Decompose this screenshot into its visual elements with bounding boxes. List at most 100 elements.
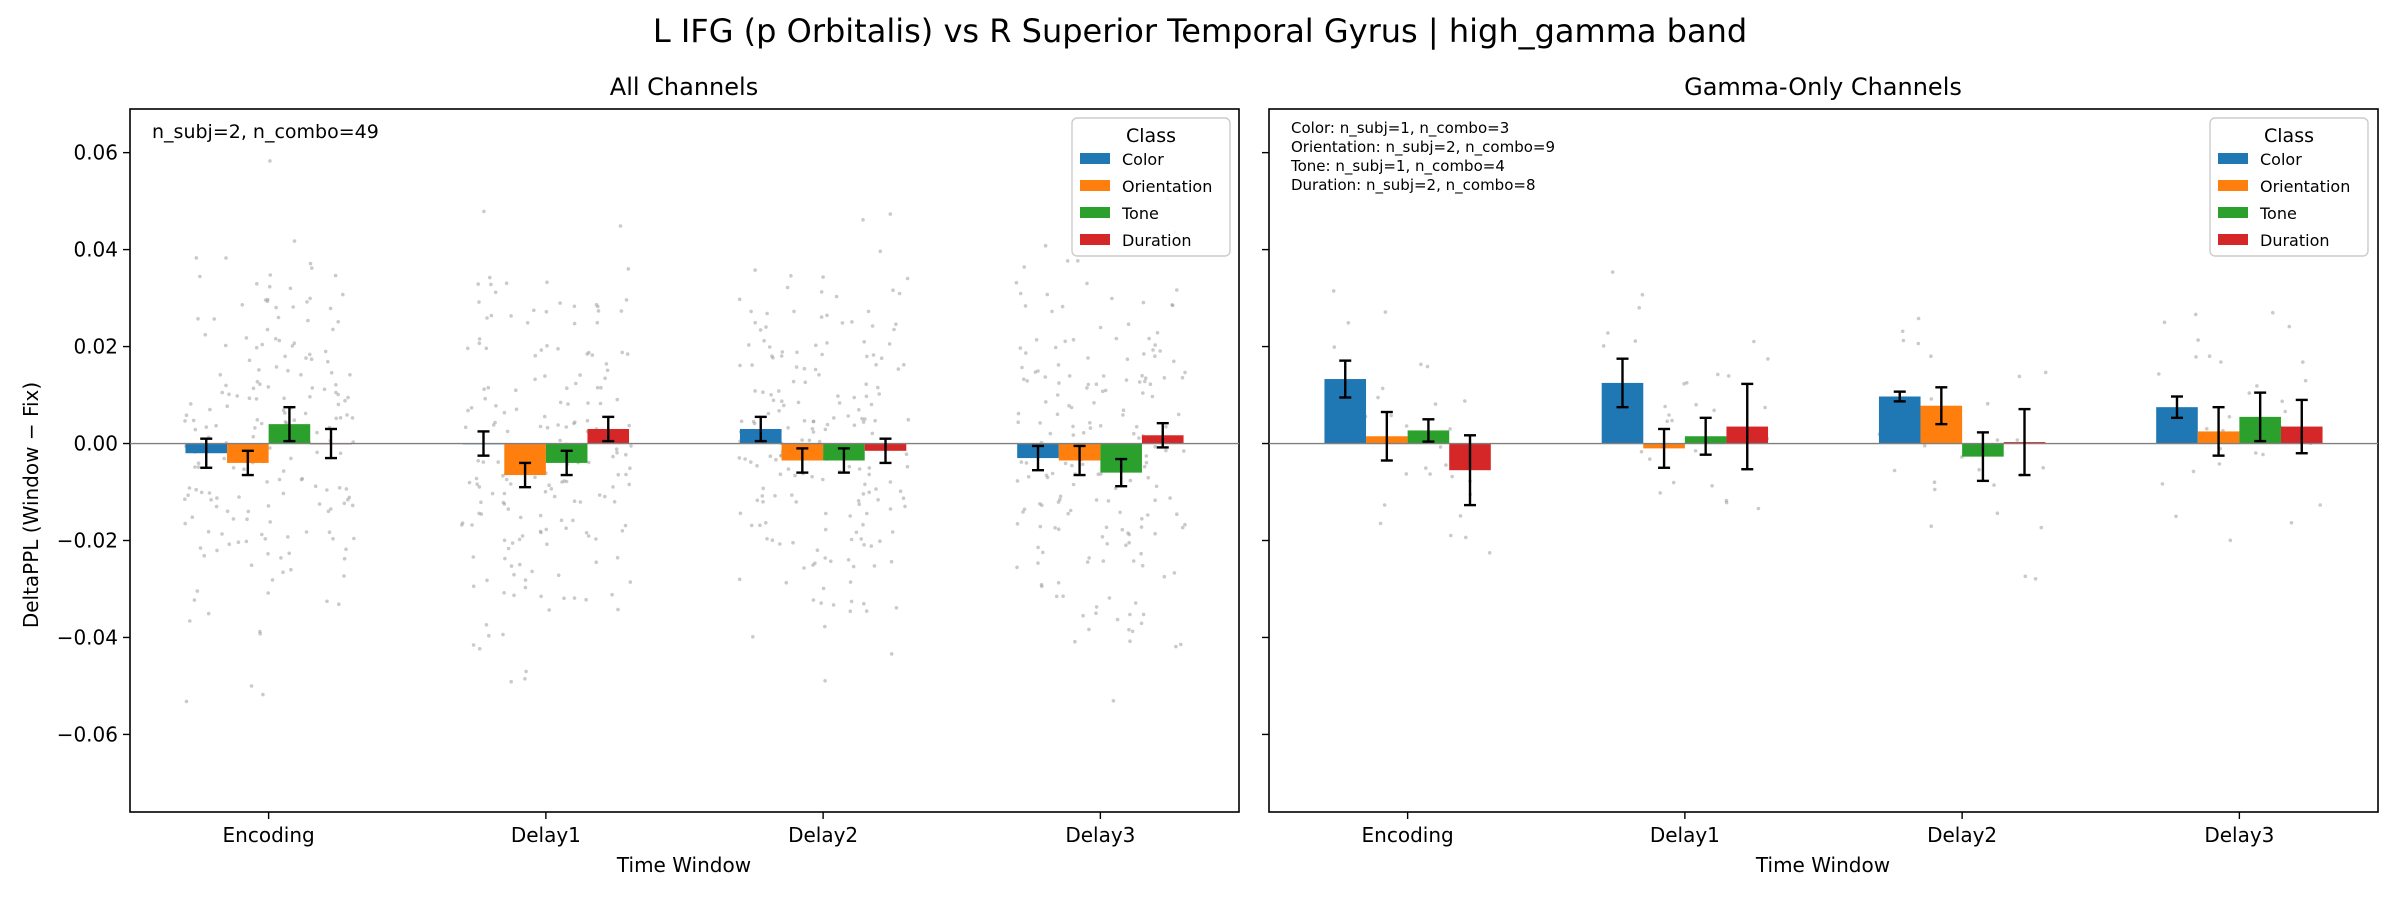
data-point: [1056, 581, 1061, 585]
data-point: [496, 460, 501, 464]
data-point: [1026, 475, 1031, 479]
data-point: [267, 284, 272, 289]
data-point: [1055, 412, 1060, 417]
data-point: [749, 523, 754, 528]
data-point: [800, 438, 804, 442]
data-point: [867, 472, 871, 477]
data-point: [794, 365, 799, 369]
data-point: [1038, 421, 1042, 425]
data-point: [236, 540, 241, 544]
legend-entry: Duration: [2218, 231, 2330, 250]
data-point: [857, 467, 862, 471]
data-point: [1726, 374, 1731, 378]
data-point: [315, 450, 319, 455]
data-point: [350, 416, 355, 420]
data-point: [1892, 468, 1897, 473]
panel-all-channels: All Channels Time Window n_subj=2, n_com…: [57, 73, 1240, 877]
data-point: [1068, 508, 1073, 513]
data-point: [1056, 363, 1061, 367]
data-point: [771, 398, 776, 403]
data-point: [1018, 346, 1023, 350]
x-axis-label: Time Window: [1755, 853, 1890, 877]
data-point: [268, 520, 273, 524]
data-point: [1658, 491, 1662, 495]
legend-title: Class: [2264, 125, 2314, 147]
data-point: [1464, 535, 1468, 540]
data-point: [859, 537, 863, 541]
data-point: [469, 406, 474, 410]
data-point: [1180, 525, 1185, 530]
data-point: [199, 490, 204, 495]
data-point: [571, 518, 575, 523]
data-point: [329, 507, 333, 511]
data-point: [1101, 374, 1106, 378]
data-point: [823, 556, 827, 560]
data-point: [281, 469, 286, 473]
data-point: [299, 477, 304, 482]
data-point: [2271, 310, 2275, 315]
data-point: [821, 477, 825, 482]
data-point: [758, 328, 763, 332]
data-point: [2303, 378, 2308, 383]
data-point: [784, 580, 789, 585]
data-point: [894, 606, 899, 610]
data-point: [1087, 556, 1091, 560]
data-point: [857, 408, 861, 412]
data-point: [1389, 413, 1393, 418]
data-point: [202, 553, 206, 558]
data-point: [518, 515, 523, 520]
y-axis-label: DeltaPPL (Window − Fix): [19, 382, 43, 628]
data-point: [485, 316, 489, 320]
data-point: [235, 394, 239, 398]
data-point: [887, 342, 892, 346]
data-point: [504, 477, 509, 482]
data-point: [222, 456, 226, 461]
data-point: [1380, 386, 1385, 391]
data-point: [819, 601, 823, 605]
data-point: [777, 409, 781, 413]
data-point: [1153, 343, 1157, 347]
data-point: [596, 309, 601, 313]
y-tick-label: 0.04: [73, 238, 118, 262]
data-point: [506, 507, 511, 511]
x-tick-label: Delay3: [2204, 823, 2274, 847]
data-point: [598, 401, 603, 406]
data-point: [470, 523, 474, 527]
data-point: [1183, 370, 1187, 375]
data-point: [860, 416, 864, 421]
data-point: [1144, 460, 1149, 465]
data-point: [509, 564, 514, 568]
data-point: [623, 523, 628, 528]
data-point: [255, 418, 260, 422]
data-point: [208, 407, 212, 412]
data-point: [286, 535, 290, 539]
data-point: [268, 159, 272, 163]
data-point: [2023, 574, 2028, 579]
data-point: [852, 423, 857, 428]
data-point: [737, 456, 742, 460]
data-point: [342, 556, 347, 561]
data-point: [501, 473, 505, 478]
data-point: [824, 511, 828, 516]
data-point: [1071, 433, 1076, 437]
data-point: [1094, 605, 1099, 609]
data-point: [214, 423, 218, 428]
data-point: [533, 377, 537, 382]
data-point: [274, 305, 278, 310]
data-point: [184, 413, 189, 418]
data-point: [572, 499, 577, 504]
data-point: [542, 414, 547, 419]
data-point: [196, 461, 201, 466]
panel-title: Gamma-Only Channels: [1684, 73, 1962, 101]
data-point: [1132, 431, 1136, 436]
data-point: [1633, 339, 1638, 343]
data-point: [1172, 359, 1176, 364]
data-point: [1085, 386, 1089, 390]
x-tick-label: Encoding: [1362, 823, 1454, 847]
data-point: [811, 563, 815, 567]
data-point: [489, 313, 494, 318]
data-point: [1985, 401, 1990, 406]
data-point: [1382, 503, 1387, 507]
data-point: [543, 489, 548, 494]
data-point: [342, 501, 347, 506]
